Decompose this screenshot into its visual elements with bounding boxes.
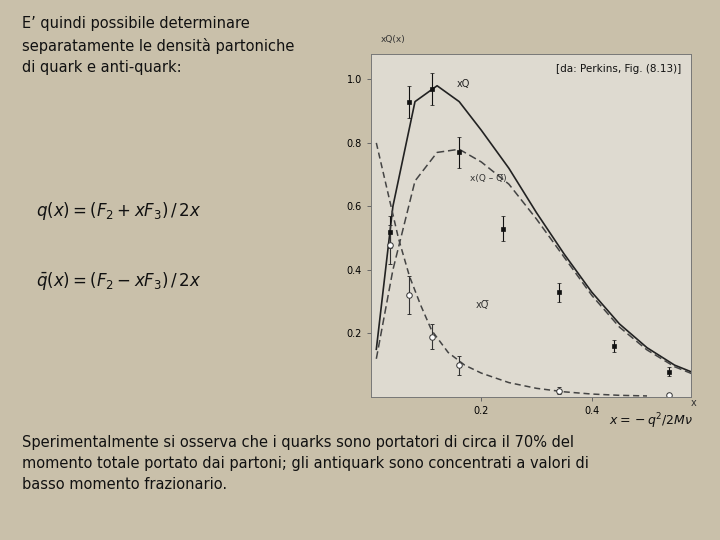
Text: $\bar{q}(x) = (F_2 - xF_3)\,/\,2x$: $\bar{q}(x) = (F_2 - xF_3)\,/\,2x$: [36, 270, 202, 292]
Text: E’ quindi possibile determinare
separatamente le densità partoniche
di quark e a: E’ quindi possibile determinare separata…: [22, 16, 294, 75]
Text: $x=-q^2/2M\nu$: $x=-q^2/2M\nu$: [609, 411, 693, 431]
Text: xQ(x): xQ(x): [380, 35, 405, 44]
Text: xQ̅: xQ̅: [476, 300, 489, 310]
Text: x(Q – Q̅): x(Q – Q̅): [470, 174, 507, 183]
Text: $q(x) = (F_2 + xF_3)\,/\,2x$: $q(x) = (F_2 + xF_3)\,/\,2x$: [36, 200, 202, 222]
Text: xQ: xQ: [456, 79, 469, 89]
Text: Sperimentalmente si osserva che i quarks sono portatori di circa il 70% del
mome: Sperimentalmente si osserva che i quarks…: [22, 435, 588, 492]
Text: x: x: [691, 399, 697, 408]
Text: [da: Perkins, Fig. (8.13)]: [da: Perkins, Fig. (8.13)]: [557, 64, 682, 75]
